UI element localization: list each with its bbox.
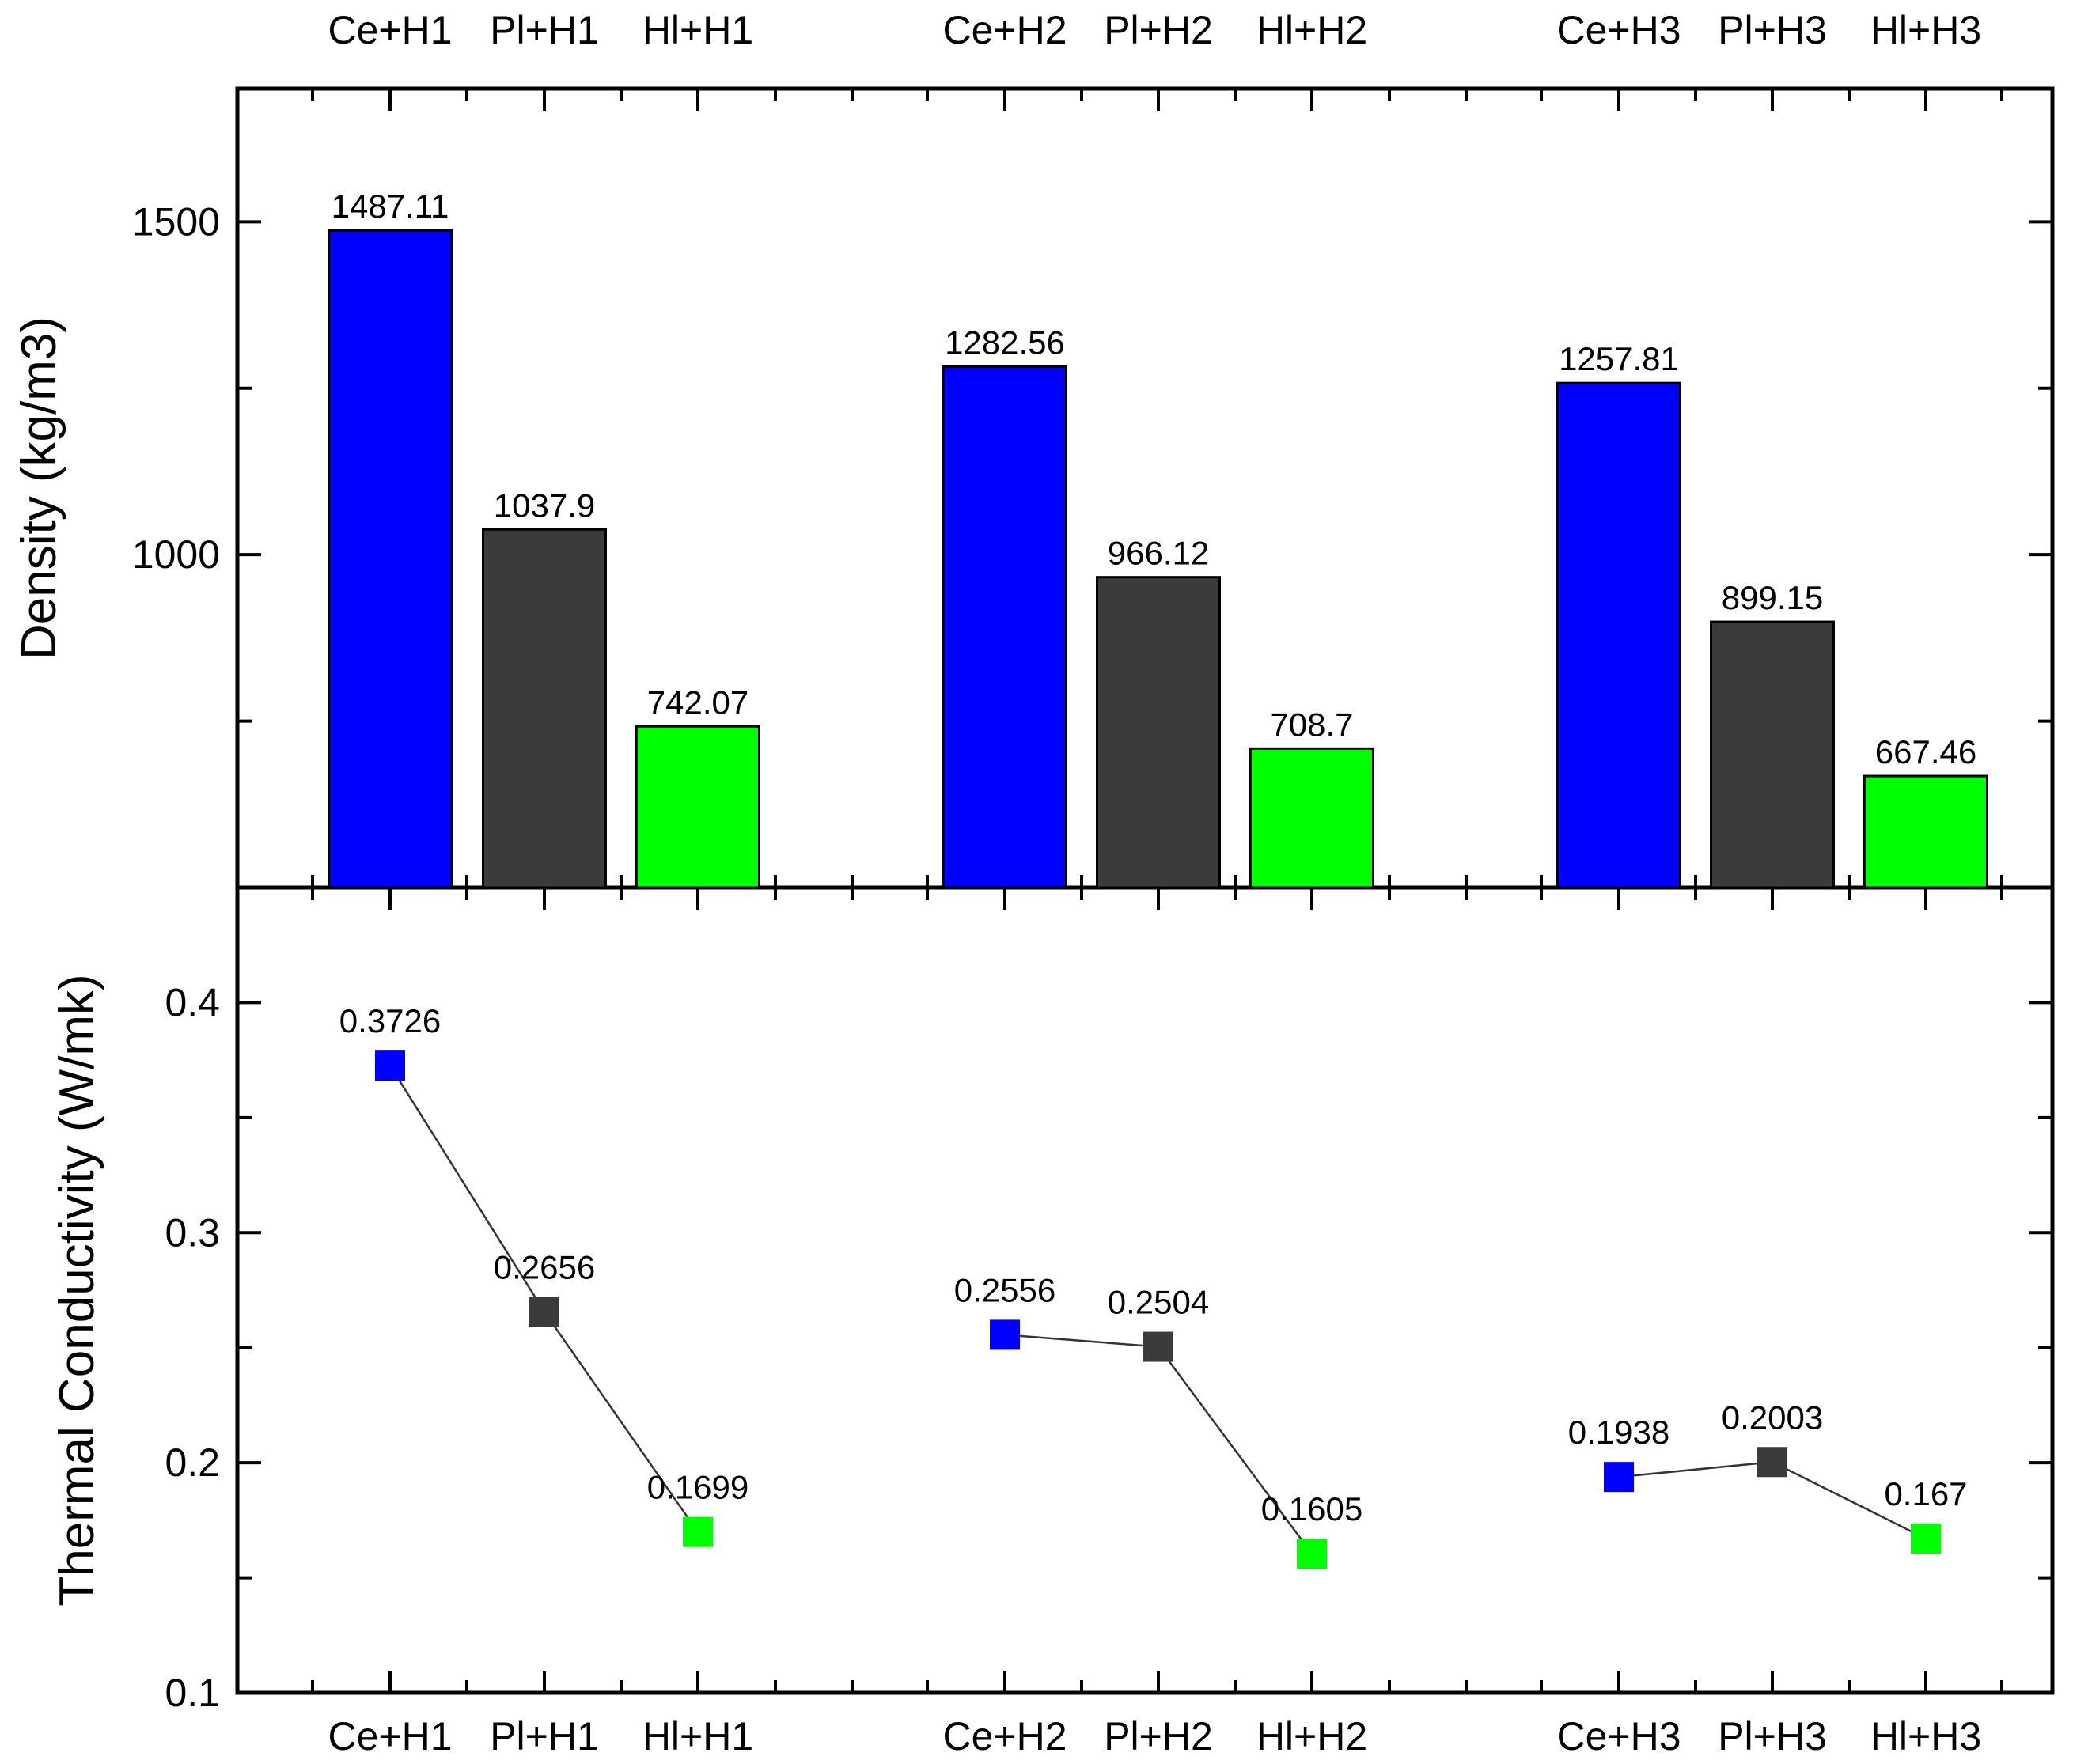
conductivity-data-labels: 0.3726 0.2656 0.1699 0.2556 0.2504 0.1605 0.19…: [339, 1002, 1968, 1527]
density-bar-label: 899.15: [1722, 579, 1823, 616]
top-category-label: Hl+H1: [642, 8, 753, 52]
conductivity-point: [375, 1050, 405, 1081]
bottom-category-label: Hl+H2: [1256, 1714, 1367, 1758]
top-category-labels: Ce+H1 Pl+H1 Hl+H1 Ce+H2 Pl+H2 Hl+H2 Ce+H3 Pl+H3…: [328, 8, 1981, 52]
bottom-category-label: Pl+H3: [1718, 1714, 1827, 1758]
top-category-label: Hl+H3: [1870, 8, 1981, 52]
conductivity-y-tick-labels: 0.1 0.2 0.3 0.4: [165, 980, 220, 1715]
bottom-category-label: Pl+H1: [490, 1714, 599, 1758]
conductivity-y-tick-label: 0.1: [165, 1671, 220, 1715]
density-bar: [482, 528, 607, 889]
density-bar: [942, 365, 1067, 889]
density-y-tick-labels: 1000 1500: [132, 199, 220, 577]
bottom-category-label: Ce+H3: [1556, 1714, 1681, 1758]
conductivity-y-tick-label: 0.2: [165, 1440, 220, 1485]
conductivity-ticks: [237, 888, 2052, 1694]
density-bar-label: 667.46: [1875, 733, 1976, 770]
conductivity-y-tick-label: 0.4: [165, 980, 220, 1024]
density-y-tick-label: 1500: [132, 199, 220, 244]
bottom-category-label: Hl+H3: [1870, 1714, 1981, 1758]
conductivity-point-label: 0.1605: [1261, 1490, 1362, 1527]
bottom-category-label: Hl+H1: [642, 1714, 753, 1758]
conductivity-point: [1911, 1524, 1941, 1554]
top-category-label: Pl+H3: [1718, 8, 1827, 52]
top-category-label: Pl+H1: [490, 8, 599, 52]
conductivity-point-label: 0.2556: [954, 1271, 1055, 1308]
density-bars: [328, 229, 1988, 889]
density-bar-label: 1282.56: [945, 324, 1065, 361]
density-bar: [1096, 576, 1221, 889]
conductivity-point: [1143, 1331, 1173, 1362]
top-category-label: Pl+H2: [1104, 8, 1213, 52]
density-y-tick-label: 1000: [132, 532, 220, 577]
top-category-label: Ce+H2: [942, 8, 1067, 52]
density-bar: [1556, 381, 1681, 889]
conductivity-point-label: 0.2656: [494, 1248, 595, 1285]
density-bar: [635, 725, 760, 889]
bottom-category-labels: Ce+H1 Pl+H1 Hl+H1 Ce+H2 Pl+H2 Hl+H2 Ce+H3 Pl+H3…: [328, 1714, 1981, 1758]
conductivity-point-label: 0.167: [1884, 1475, 1967, 1512]
density-bar: [1249, 747, 1374, 889]
conductivity-point-label: 0.3726: [339, 1002, 441, 1039]
conductivity-point-label: 0.1699: [647, 1469, 748, 1506]
density-bar-label: 1257.81: [1559, 340, 1679, 377]
conductivity-y-axis-title: Thermal Conductivity (W/mk): [50, 974, 104, 1606]
bottom-category-label: Pl+H2: [1104, 1714, 1213, 1758]
density-bar-label: 966.12: [1108, 535, 1209, 572]
conductivity-point: [1757, 1447, 1787, 1478]
density-y-axis-title: Density (kg/m3): [12, 316, 66, 660]
conductivity-y-tick-label: 0.3: [165, 1210, 220, 1255]
density-data-labels: 1487.11 1037.9 742.07 1282.56 966.12 708.7 125…: [332, 187, 1977, 770]
density-bar: [328, 229, 453, 889]
conductivity-point: [1297, 1539, 1327, 1569]
conductivity-point: [683, 1516, 713, 1547]
conductivity-point-label: 0.2003: [1722, 1399, 1823, 1436]
conductivity-point: [990, 1319, 1020, 1350]
density-bar-label: 742.07: [647, 683, 748, 721]
density-bar-label: 708.7: [1270, 706, 1353, 743]
conductivity-point: [1604, 1462, 1634, 1493]
density-bar-label: 1487.11: [332, 187, 449, 225]
top-category-label: Ce+H3: [1556, 8, 1681, 52]
top-category-label: Hl+H2: [1256, 8, 1367, 52]
density-bar: [1863, 774, 1988, 889]
density-bar: [1710, 620, 1835, 889]
conductivity-point: [529, 1297, 559, 1327]
conductivity-point-label: 0.2504: [1108, 1284, 1209, 1321]
top-category-label: Ce+H1: [328, 8, 452, 52]
bottom-category-label: Ce+H1: [328, 1714, 452, 1758]
conductivity-point-label: 0.1938: [1568, 1414, 1669, 1451]
conductivity-markers: [375, 1050, 1941, 1569]
density-bar-label: 1037.9: [494, 486, 595, 524]
bottom-category-label: Ce+H2: [942, 1714, 1067, 1758]
